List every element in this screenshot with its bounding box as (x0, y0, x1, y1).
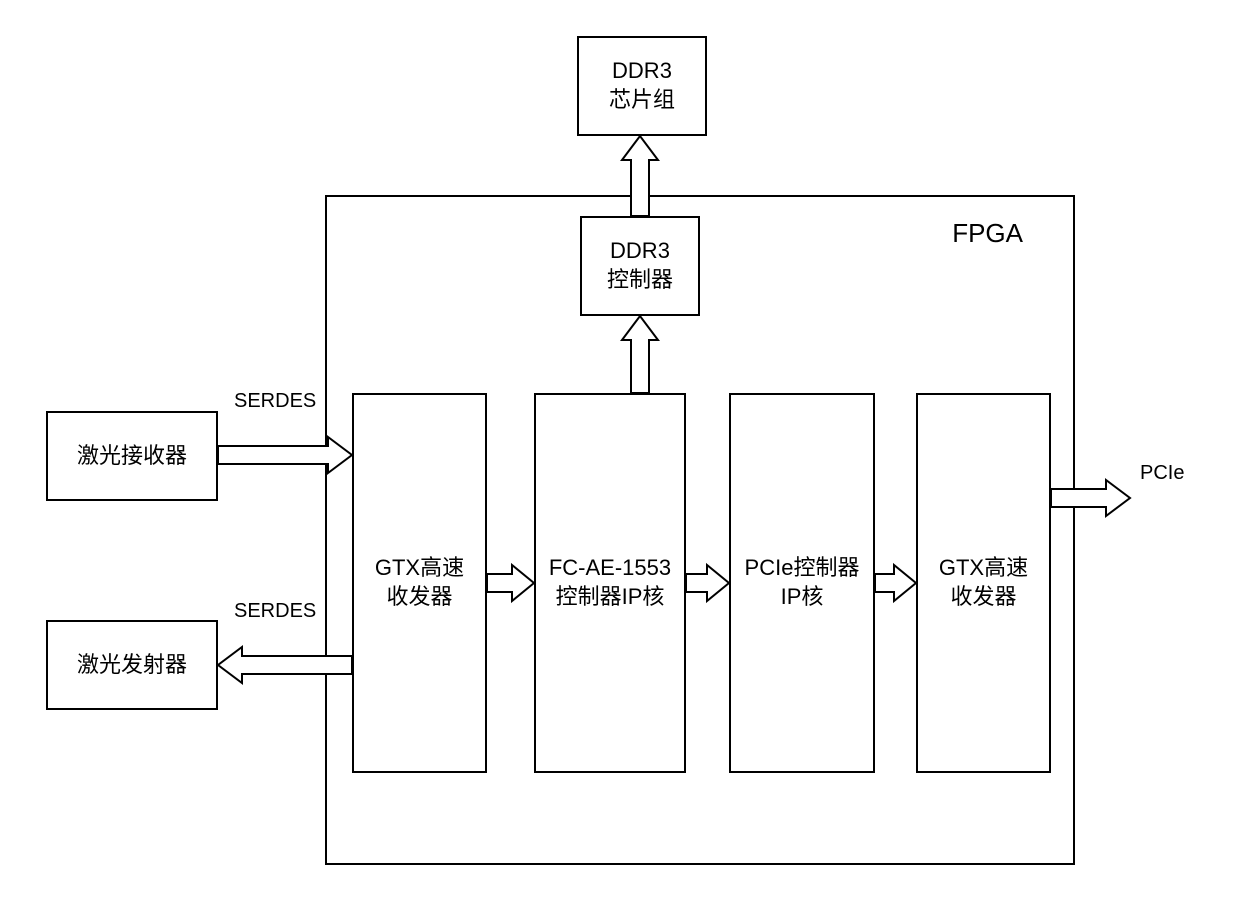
gtx-left-label: GTX高速 收发器 (375, 554, 464, 611)
ddr3-controller-label: DDR3 控制器 (607, 237, 673, 294)
laser-receiver: 激光接收器 (46, 411, 218, 501)
fc-ae-label: FC-AE-1553 控制器IP核 (549, 554, 671, 611)
arrow-fcae-to-ddr3ctrl (622, 316, 658, 393)
ddr3-chipset-label: DDR3 芯片组 (609, 57, 675, 114)
arrow-ddr3ctrl-to-chipset (622, 136, 658, 216)
pcie-ctrl-label: PCIe控制器 IP核 (745, 554, 860, 611)
arrow-fcae-to-pcie (686, 565, 729, 601)
arrow-gtxright-to-pcie-out (1051, 480, 1130, 516)
arrow-gtx-to-lasertx (218, 647, 352, 683)
gtx-transceiver-right: GTX高速 收发器 (916, 393, 1051, 773)
fc-ae-1553-controller: FC-AE-1553 控制器IP核 (534, 393, 686, 773)
serdes-label-bottom: SERDES (234, 600, 316, 623)
arrow-pcie-to-gtxright (875, 565, 916, 601)
gtx-right-label: GTX高速 收发器 (939, 554, 1028, 611)
ddr3-chipset: DDR3 芯片组 (577, 36, 707, 136)
laser-transmitter: 激光发射器 (46, 620, 218, 710)
fpga-label: FPGA (952, 217, 1023, 251)
pcie-controller: PCIe控制器 IP核 (729, 393, 875, 773)
arrow-laserrx-to-gtx (218, 437, 352, 473)
serdes-label-top: SERDES (234, 390, 316, 413)
pcie-label: PCIe (1140, 462, 1184, 485)
ddr3-controller: DDR3 控制器 (580, 216, 700, 316)
arrow-gtxleft-to-fcae (487, 565, 534, 601)
gtx-transceiver-left: GTX高速 收发器 (352, 393, 487, 773)
laser-receiver-label: 激光接收器 (77, 442, 187, 471)
laser-transmitter-label: 激光发射器 (77, 651, 187, 680)
